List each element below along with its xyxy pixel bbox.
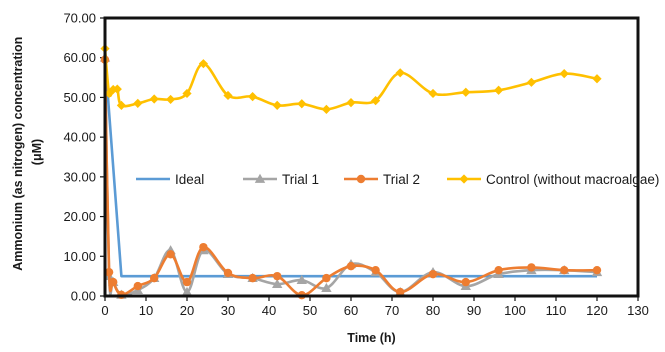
y-tick-label: 40.00 [63, 130, 96, 145]
data-point-trial-2 [150, 273, 159, 283]
data-point-control-without-macroalgae [395, 68, 405, 78]
data-point-trial-2 [396, 287, 405, 297]
legend-label: Ideal [175, 172, 204, 187]
x-tick-label: 20 [180, 303, 194, 318]
data-point-trial-2 [461, 277, 470, 287]
x-tick-label: 30 [221, 303, 235, 318]
data-point-trial-2 [104, 267, 114, 277]
data-point-control-without-macroalgae [371, 96, 381, 106]
data-point-control-without-macroalgae [428, 88, 438, 99]
x-tick-label: 10 [139, 303, 153, 318]
data-point-control-without-macroalgae [559, 69, 569, 79]
data-point-control-without-macroalgae [133, 98, 143, 108]
data-point-trial-2 [223, 268, 233, 278]
y-axis-title-line-2: (μM) [30, 139, 44, 165]
data-point-trial-2 [527, 263, 536, 272]
legend-marker [459, 174, 469, 184]
data-point-control-without-macroalgae [321, 104, 331, 114]
data-point-control-without-macroalgae [526, 77, 536, 87]
data-point-trial-1 [272, 278, 283, 288]
data-point-trial-2 [166, 250, 175, 259]
data-point-control-without-macroalgae [116, 100, 126, 110]
y-tick-label: 60.00 [63, 50, 96, 65]
x-axis-ticks: 0 10 20 30 40 50 60 70 80 90 100 110 120 130 [101, 296, 649, 318]
x-tick-label: 50 [303, 303, 317, 318]
data-point-trial-2 [182, 277, 192, 287]
legend-label: Trial 2 [383, 172, 420, 187]
data-point-trial-1 [321, 282, 332, 292]
data-point-control-without-macroalgae [461, 87, 471, 97]
data-point-control-without-macroalgae [223, 90, 233, 101]
data-point-trial-2 [560, 265, 569, 275]
data-point-trial-2 [199, 242, 208, 252]
data-point-trial-2 [346, 262, 356, 271]
legend-entry-trial-2: Trial 2 [344, 172, 420, 187]
y-tick-label: 70.00 [63, 11, 96, 26]
series-ideal [103, 57, 597, 278]
legend-marker [356, 174, 366, 184]
series-line-ideal [103, 57, 597, 278]
legend-marker [254, 173, 266, 183]
y-axis-title-line-1: Ammonium (as nitrogen) concentration [11, 37, 25, 271]
y-axis-ticks: 0.00 10.00 20.00 30.00 40.00 50.00 60.00 70.00 [63, 11, 105, 304]
x-tick-label: 130 [627, 303, 649, 318]
data-point-trial-2 [371, 265, 380, 275]
legend-entry-ideal: Ideal [136, 172, 204, 187]
data-point-trial-2 [133, 281, 142, 291]
data-point-trial-2 [109, 277, 118, 287]
data-point-control-without-macroalgae [346, 97, 356, 108]
data-point-trial-2 [273, 271, 282, 281]
x-tick-label: 100 [504, 303, 526, 318]
y-tick-label: 20.00 [63, 209, 96, 224]
y-axis-title: Ammonium (as nitrogen) concentration (μM… [11, 33, 44, 271]
legend-label: Trial 1 [282, 172, 319, 187]
x-tick-label: 70 [385, 303, 399, 318]
y-tick-label: 10.00 [63, 249, 96, 264]
y-tick-label: 50.00 [63, 90, 96, 105]
data-point-trial-1 [181, 286, 193, 296]
data-point-control-without-macroalgae [198, 59, 208, 69]
data-point-trial-1 [296, 274, 307, 285]
data-point-control-without-macroalgae [592, 74, 602, 84]
x-tick-label: 90 [467, 303, 481, 318]
data-point-trial-2 [248, 273, 257, 283]
data-point-control-without-macroalgae [112, 84, 122, 94]
legend-label: Control (without macroalgae) [486, 172, 659, 187]
x-tick-label: 60 [344, 303, 358, 318]
data-point-trial-2 [494, 265, 503, 275]
legend-entry-control-without-macroalgae: Control (without macroalgae) [447, 172, 659, 187]
x-axis-title: Time (h) [347, 331, 395, 345]
plot-area-frame [103, 16, 640, 298]
data-point-control-without-macroalgae [297, 99, 307, 109]
data-point-control-without-macroalgae [182, 88, 192, 99]
data-point-trial-2 [592, 265, 602, 275]
x-tick-label: 120 [586, 303, 608, 318]
y-tick-label: 0.00 [71, 289, 96, 304]
data-point-control-without-macroalgae [149, 94, 159, 104]
data-point-control-without-macroalgae [494, 85, 504, 95]
series-control-without-macroalgae [100, 43, 602, 114]
x-tick-label: 0 [101, 303, 108, 318]
data-point-trial-2 [428, 269, 438, 279]
data-point-control-without-macroalgae [272, 100, 282, 110]
data-point-control-without-macroalgae [166, 94, 176, 105]
y-tick-label: 30.00 [63, 169, 96, 184]
data-point-control-without-macroalgae [248, 92, 258, 102]
x-tick-label: 80 [426, 303, 440, 318]
legend-entry-trial-1: Trial 1 [243, 172, 319, 187]
x-tick-label: 110 [546, 303, 567, 318]
data-point-trial-2 [322, 273, 331, 283]
x-tick-label: 40 [262, 303, 276, 318]
legend: Ideal Trial 1 Trial 2 Control (without macr… [136, 172, 659, 187]
